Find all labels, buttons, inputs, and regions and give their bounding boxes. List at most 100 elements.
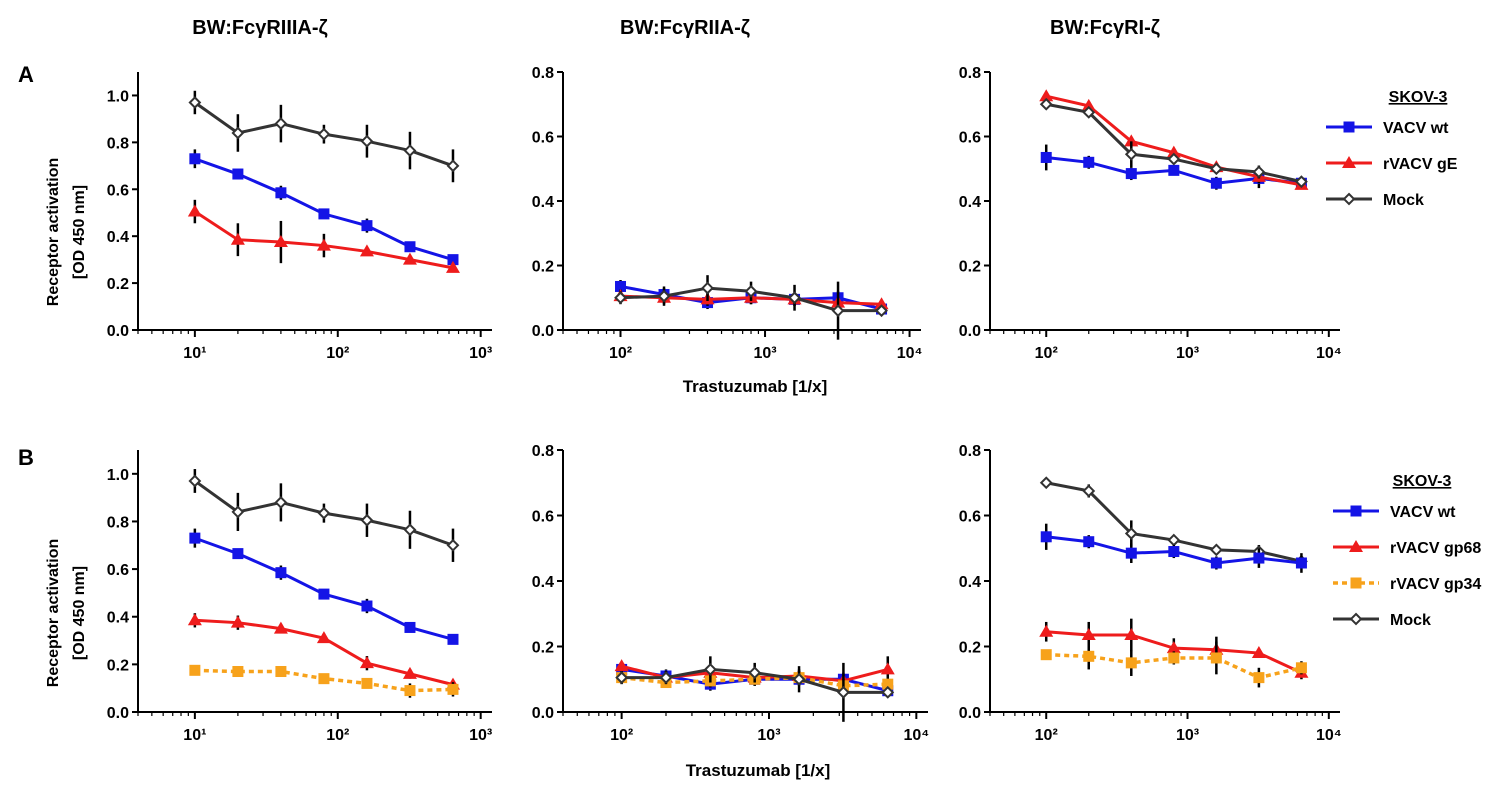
data-point: [1039, 97, 1053, 111]
x-tick-label: 10²: [1035, 345, 1058, 362]
data-point: [446, 538, 460, 552]
data-point: [1295, 662, 1307, 674]
data-point: [1210, 652, 1222, 664]
data-point: [317, 127, 331, 141]
data-point: [615, 280, 627, 292]
y-tick-label: 0.0: [959, 323, 981, 340]
legend-title: SKOV-3: [1393, 473, 1452, 490]
data-point: [187, 613, 202, 626]
series-mock: [188, 469, 460, 562]
data-point: [230, 615, 245, 628]
y-tick-label: 0.6: [532, 130, 554, 147]
data-point: [359, 656, 374, 669]
data-point: [447, 254, 459, 266]
data-point: [657, 289, 671, 303]
series-rvacv-gp34: [189, 664, 459, 698]
data-point: [1081, 98, 1096, 111]
x-tick-label: 10³: [757, 727, 780, 744]
data-point: [360, 513, 374, 527]
y-tick-label: 0.0: [532, 323, 554, 340]
data-point: [874, 297, 889, 310]
data-point: [881, 685, 895, 699]
column-title-fcgr2a: BW:FcγRIIA-ζ: [620, 17, 750, 39]
x-tick-label: 10²: [609, 345, 632, 362]
data-point: [1209, 162, 1223, 176]
legend-entry-mock: Mock: [1333, 612, 1431, 629]
y-tick-label: 0.2: [532, 640, 554, 657]
legend-a: SKOV-3 VACV wt rVACV gE Mock: [1326, 89, 1458, 209]
legend-marker: [1349, 612, 1363, 626]
y-tick-label: 0.4: [532, 574, 554, 591]
data-point: [792, 672, 806, 686]
x-tick-label: 10¹: [183, 727, 206, 744]
data-point: [1040, 531, 1052, 543]
legend-label: rVACV gE: [1383, 156, 1458, 173]
x-tick-label: 10²: [1035, 727, 1058, 744]
x-tick-label: 10³: [469, 345, 492, 362]
x-axis-label-a: Trastuzumab [1/x]: [683, 377, 828, 396]
legend-label: rVACV gp34: [1390, 576, 1481, 593]
data-point: [614, 659, 629, 672]
data-point: [231, 505, 245, 519]
data-point: [1039, 89, 1054, 102]
y-tick-label: 0.6: [959, 509, 981, 526]
x-tick-label: 10³: [1176, 345, 1199, 362]
x-tick-label: 10³: [469, 727, 492, 744]
legend-marker: [1350, 505, 1362, 517]
data-point: [615, 671, 629, 685]
data-point: [614, 291, 627, 305]
legend-entry-rvacv-ge: rVACV gE: [1326, 156, 1458, 173]
y-tick-label: 0.4: [532, 194, 554, 211]
data-point: [875, 304, 888, 318]
data-point: [659, 671, 673, 685]
x-tick-label: 10⁴: [1316, 345, 1342, 362]
data-point: [1083, 536, 1095, 548]
data-point: [748, 666, 762, 680]
data-point: [359, 244, 374, 257]
legend-marker: [1350, 577, 1362, 589]
series-rvacv-ge: [187, 199, 460, 273]
data-point: [274, 495, 288, 509]
data-point: [788, 291, 801, 305]
legend-marker: [1349, 540, 1363, 552]
data-point: [316, 238, 331, 251]
series-mock: [188, 90, 460, 183]
data-point: [1125, 657, 1137, 669]
data-point: [1083, 156, 1095, 168]
x-tick-label: 10³: [1176, 727, 1199, 744]
data-point: [189, 153, 201, 165]
y-tick-label: 0.8: [107, 514, 129, 531]
panel-label-b: B: [18, 445, 34, 470]
data-point: [1124, 134, 1139, 147]
y-tick-label: 0.4: [107, 229, 129, 246]
data-point: [275, 187, 287, 199]
data-point: [445, 260, 460, 273]
y-tick-label: 0.4: [959, 574, 981, 591]
y-axis-label-b-line1: Receptor activation: [45, 539, 62, 687]
y-tick-label: 0.4: [107, 610, 129, 627]
legend-b: SKOV-3 VACV wt rVACV gp68 rVACV gp34 Mock: [1333, 473, 1481, 629]
y-tick-label: 0.8: [532, 65, 554, 82]
legend-marker: [1343, 121, 1355, 133]
data-point: [1040, 649, 1052, 661]
y-axis-label-a-line1: Receptor activation: [45, 158, 62, 306]
chart-a-fcgr3a: 0.0 0.2 0.4 0.6 0.8 1.0 10¹ 10² 10³: [107, 72, 492, 362]
chart-b-fcgr1: 0.0 0.2 0.4 0.6 0.8 10² 10³ 10⁴: [959, 443, 1342, 744]
data-point: [402, 666, 417, 679]
y-tick-label: 0.8: [532, 443, 554, 460]
data-point: [232, 548, 244, 560]
data-point: [1083, 650, 1095, 662]
data-point: [274, 117, 288, 131]
data-point: [317, 506, 331, 520]
series-mock: [1039, 97, 1308, 189]
data-point: [402, 252, 417, 265]
column-title-fcgr3a: BW:FcγRIIIA-ζ: [192, 17, 328, 39]
data-point: [703, 663, 717, 676]
data-point: [1168, 652, 1180, 664]
y-tick-label: 0.2: [107, 276, 129, 293]
data-point: [361, 220, 373, 232]
legend-label: Mock: [1390, 612, 1431, 629]
data-point: [744, 284, 758, 298]
y-tick-label: 0.6: [107, 182, 129, 199]
